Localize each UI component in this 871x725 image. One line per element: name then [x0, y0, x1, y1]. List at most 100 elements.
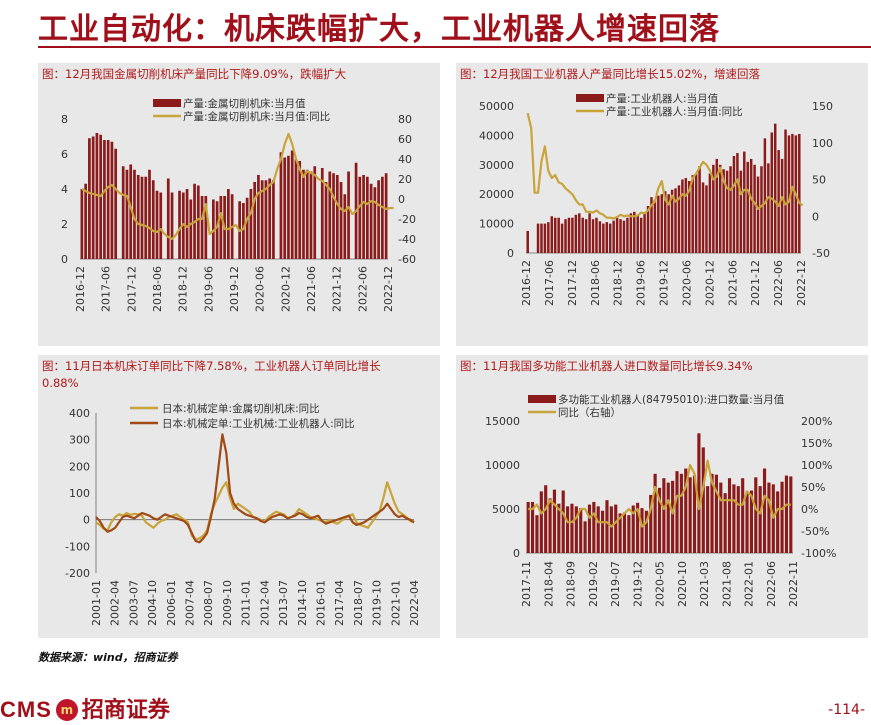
bar	[627, 515, 631, 553]
series-line	[81, 132, 394, 241]
bar	[557, 503, 561, 553]
bar	[650, 197, 653, 253]
x-tick-label: 2017-04	[333, 580, 346, 626]
bar	[384, 173, 388, 259]
bar	[636, 214, 639, 253]
bar	[579, 508, 583, 553]
x-tick-label: 2016-12	[74, 266, 87, 312]
x-tick-label: 2021-12	[331, 266, 344, 312]
y-left-tick-label: 8	[61, 113, 68, 126]
bar	[629, 213, 633, 253]
bar	[692, 475, 697, 553]
y-left-tick-label: 40000	[479, 129, 514, 142]
bar	[780, 158, 784, 253]
y-left-tick-label: 10000	[485, 459, 520, 472]
bar	[587, 504, 592, 553]
bar	[605, 222, 609, 253]
y-right-tick-label: -60	[398, 253, 416, 266]
brand-cn: 招商证券	[81, 697, 170, 723]
bar	[670, 189, 674, 253]
bar	[718, 164, 722, 253]
y-right-tick-label: 50	[812, 174, 826, 187]
y-left-tick-label: 10000	[479, 218, 514, 231]
x-tick-label: 2004-10	[146, 580, 159, 626]
bar	[358, 176, 362, 259]
bar	[309, 171, 313, 259]
bar	[536, 223, 540, 253]
bar	[535, 515, 539, 553]
x-tick-label: 2019-12	[631, 561, 644, 607]
bar	[684, 178, 688, 253]
bar	[140, 176, 144, 259]
bar	[151, 180, 155, 259]
bar	[789, 476, 793, 553]
bar	[550, 216, 554, 253]
bar	[732, 155, 736, 253]
bar	[264, 180, 268, 259]
bar	[343, 194, 347, 259]
bar	[763, 138, 767, 253]
bar	[564, 219, 567, 253]
bar	[605, 500, 609, 553]
x-tick-label: 2022-11	[787, 561, 800, 607]
bar	[526, 230, 529, 253]
bar	[114, 148, 118, 259]
bar	[324, 182, 328, 259]
bar	[698, 166, 701, 253]
bar	[780, 481, 784, 553]
bar	[249, 189, 253, 259]
bar	[762, 468, 767, 553]
y-right-tick-label: 0	[812, 210, 819, 223]
bar	[567, 217, 571, 253]
y-left-tick-label: 4	[61, 183, 68, 196]
bar	[671, 480, 675, 553]
bar	[313, 166, 317, 259]
bar	[640, 508, 644, 553]
bar	[622, 220, 626, 253]
bar	[644, 510, 648, 553]
bar	[211, 199, 215, 259]
y-right-tick-label: 0%	[801, 503, 818, 516]
brand-coin-icon: m	[55, 699, 78, 721]
x-tick-label: 2002-04	[109, 580, 122, 626]
bar	[743, 151, 746, 253]
x-tick-label: 2022-01	[743, 561, 756, 607]
x-tick-label: 2020-10	[676, 561, 689, 607]
chart-3-svg: -200 -100 0 100 200 300 400 2001-01 2002-04 2003-…	[65, 402, 421, 626]
bar	[305, 169, 309, 259]
bar	[557, 217, 560, 253]
bar	[697, 433, 701, 553]
x-tick-label: 2021-06	[726, 260, 739, 306]
bar	[591, 219, 595, 253]
bar	[80, 189, 84, 259]
x-tick-label: 2013-07	[277, 580, 290, 626]
series-line	[528, 459, 791, 528]
bar	[749, 490, 753, 553]
bar	[609, 506, 613, 553]
bar	[106, 140, 110, 259]
x-tick-label: 2017-06	[100, 266, 113, 312]
y-left-tick-label: 20000	[479, 188, 514, 201]
y-left-tick-label: 15000	[485, 415, 520, 428]
x-tick-label: 2019-12	[228, 266, 241, 312]
bar	[732, 484, 736, 553]
bar	[547, 222, 550, 253]
bar	[596, 506, 600, 553]
x-tick-label: 2019-10	[371, 580, 384, 626]
bar	[714, 474, 718, 553]
bar	[677, 185, 681, 253]
y-right-tick-label: 150	[812, 100, 833, 113]
bar	[574, 506, 578, 553]
x-tick-label: 2018-06	[151, 266, 164, 312]
y-tick-label: 300	[69, 434, 90, 447]
bar	[754, 477, 758, 553]
legend-bar-swatch	[153, 99, 181, 107]
bar	[578, 213, 581, 253]
bar	[257, 175, 260, 259]
bar	[653, 200, 657, 253]
bar	[784, 129, 787, 253]
title-divider	[38, 46, 871, 48]
bar	[639, 217, 643, 253]
bar	[373, 187, 377, 259]
y-tick-label: -100	[65, 540, 90, 553]
